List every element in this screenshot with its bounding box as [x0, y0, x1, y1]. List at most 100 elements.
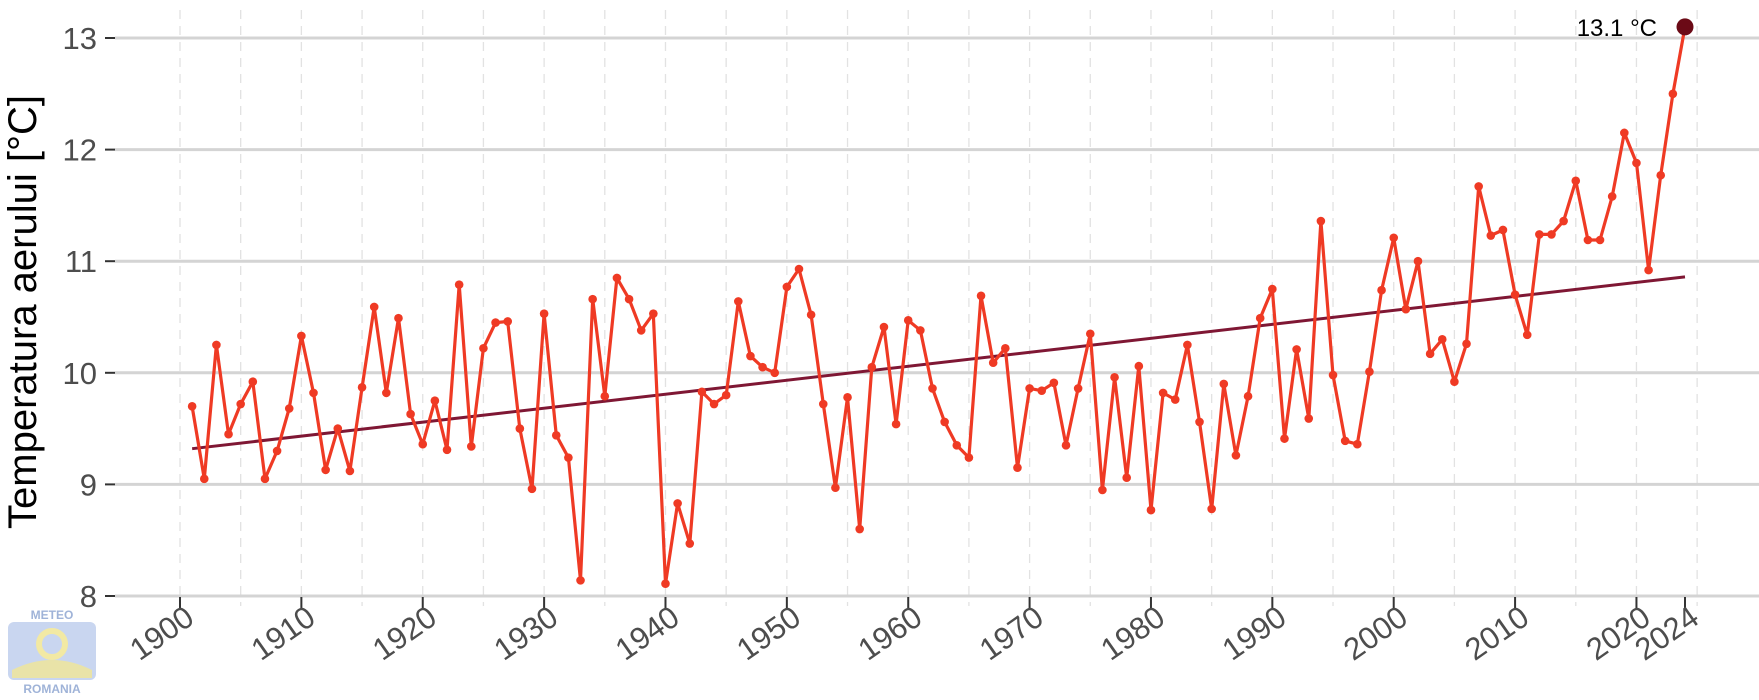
- data-point: [843, 393, 852, 402]
- data-point: [1462, 339, 1471, 349]
- data-point: [394, 313, 403, 323]
- data-point: [1183, 340, 1192, 350]
- data-point: [369, 302, 379, 312]
- data-point: [818, 399, 828, 409]
- data-point: [649, 309, 658, 318]
- data-point: [1571, 176, 1581, 186]
- data-point: [260, 474, 270, 484]
- data-point: [746, 351, 755, 361]
- data-point: [284, 404, 294, 413]
- data-point: [940, 417, 949, 427]
- data-point: [236, 399, 245, 409]
- data-point: [1620, 128, 1629, 138]
- data-point: [1207, 504, 1216, 514]
- data-point: [673, 499, 682, 508]
- data-point: [928, 384, 937, 393]
- x-tick-label: 1930: [488, 599, 565, 667]
- data-point: [1413, 256, 1423, 266]
- data-point: [794, 264, 804, 274]
- data-point: [1195, 417, 1204, 427]
- data-point: [1025, 384, 1034, 393]
- data-point: [1559, 216, 1568, 226]
- data-point: [988, 358, 998, 368]
- data-point: [1292, 345, 1301, 354]
- x-tick-label: 1960: [852, 599, 929, 667]
- data-point: [734, 297, 743, 306]
- horizontal-gridlines: [115, 36, 1759, 598]
- data-point: [539, 309, 549, 318]
- data-point: [430, 396, 440, 406]
- data-point: [709, 399, 719, 409]
- data-point: [1522, 330, 1532, 340]
- data-point: [1510, 290, 1520, 299]
- data-point: [879, 322, 889, 332]
- data-point: [1328, 370, 1338, 380]
- y-tick-label: 12: [63, 133, 97, 168]
- data-point: [782, 282, 792, 292]
- data-point: [600, 391, 610, 401]
- data-point: [1583, 235, 1593, 245]
- data-point: [1352, 439, 1362, 449]
- x-tick-label: 1920: [366, 599, 443, 667]
- data-point: [491, 318, 500, 327]
- y-tick-label: 9: [80, 467, 97, 502]
- logo-wave-icon: [12, 660, 92, 678]
- data-point: [1377, 285, 1386, 295]
- data-point: [576, 576, 585, 585]
- data-point: [952, 441, 962, 450]
- meteo-romania-logo: METEO ROMANIA: [6, 606, 98, 696]
- x-axis: 1900 1910 1920 1930 1940 1950 1960 1970 1980 1990…: [123, 597, 1705, 667]
- data-point: [612, 273, 622, 283]
- data-point: [758, 362, 767, 372]
- data-point: [916, 326, 925, 335]
- data-point: [1450, 377, 1459, 387]
- data-point: [1037, 386, 1047, 395]
- data-point: [382, 388, 391, 398]
- data-point: [1365, 367, 1374, 376]
- logo-text-bottom: ROMANIA: [23, 682, 81, 695]
- data-point: [1595, 235, 1605, 245]
- data-point: [442, 445, 452, 455]
- data-point: [187, 401, 197, 411]
- data-point: [1316, 216, 1326, 226]
- data-point: [721, 390, 731, 400]
- data-point: [661, 579, 670, 589]
- x-tick-label: 1900: [123, 599, 200, 667]
- temperature-series: [187, 26, 1687, 589]
- x-tick-label: 1940: [609, 599, 686, 667]
- latest-value-highlight: 13.1 °C: [1577, 15, 1694, 42]
- x-tick-label: 1950: [730, 599, 807, 667]
- data-point: [1668, 89, 1678, 99]
- data-point: [1134, 361, 1144, 371]
- x-tick-label: 2010: [1459, 599, 1536, 667]
- data-point: [454, 280, 464, 289]
- x-tick-label: 2000: [1337, 599, 1414, 667]
- data-point: [1474, 182, 1483, 191]
- data-point: [272, 446, 282, 456]
- data-point: [1535, 230, 1544, 239]
- x-tick-label: 1990: [1216, 599, 1293, 667]
- data-point: [1437, 335, 1447, 344]
- data-point: [1644, 265, 1653, 275]
- data-point: [551, 430, 561, 440]
- highlight-point: [1676, 18, 1694, 36]
- data-point: [418, 439, 428, 449]
- data-point: [964, 453, 974, 462]
- data-point: [309, 388, 318, 398]
- data-point: [357, 383, 367, 392]
- data-point: [527, 484, 537, 494]
- data-point: [1280, 434, 1289, 443]
- data-point: [588, 294, 597, 304]
- data-point: [466, 442, 476, 451]
- data-point: [1146, 505, 1156, 515]
- data-point: [406, 409, 415, 419]
- data-point: [1486, 231, 1496, 240]
- data-point: [1001, 343, 1010, 353]
- y-axis-label: Temperatura aerului [°C]: [1, 95, 45, 529]
- data-point: [1498, 225, 1508, 235]
- data-point: [297, 331, 306, 341]
- data-point: [1098, 485, 1107, 495]
- data-point: [697, 387, 707, 397]
- data-point: [1268, 284, 1277, 294]
